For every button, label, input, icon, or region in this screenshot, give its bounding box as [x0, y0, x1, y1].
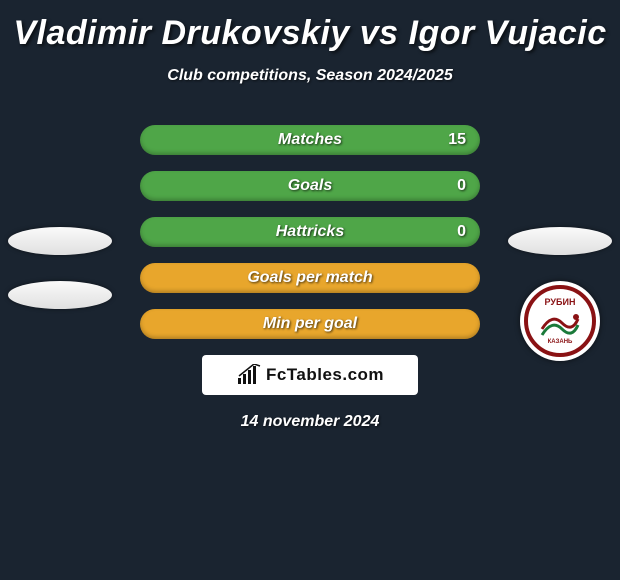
date-text: 14 november 2024	[0, 395, 620, 431]
player-left-club-avatar	[8, 281, 112, 309]
stat-bar-matches: Matches 15	[140, 125, 480, 155]
stat-bar-goals-per-match: Goals per match	[140, 263, 480, 293]
player-left-avatar	[8, 227, 112, 255]
stat-label: Matches	[278, 131, 342, 148]
branding-badge: FcTables.com	[202, 355, 418, 395]
player-right-club-badge: РУБИН КАЗАНЬ	[520, 281, 600, 361]
stat-value: 15	[448, 125, 466, 155]
stat-label: Min per goal	[263, 315, 357, 332]
stat-bars: Matches 15 Goals 0 Hattricks 0 Goals per…	[140, 103, 480, 339]
branding-text: FcTables.com	[266, 365, 384, 385]
club-badge-inner: РУБИН КАЗАНЬ	[524, 285, 596, 357]
stat-label: Goals per match	[247, 269, 372, 286]
page-subtitle: Club competitions, Season 2024/2025	[0, 59, 620, 103]
page-title: Vladimir Drukovskiy vs Igor Vujacic	[0, 0, 620, 59]
stat-bar-goals: Goals 0	[140, 171, 480, 201]
club-name-line1: РУБИН	[545, 298, 576, 307]
stat-label: Goals	[288, 177, 332, 194]
stat-value: 0	[457, 171, 466, 201]
stat-bar-hattricks: Hattricks 0	[140, 217, 480, 247]
stat-label: Hattricks	[276, 223, 344, 240]
content-area: РУБИН КАЗАНЬ Matches 15 Goals 0 Hattrick…	[0, 103, 620, 431]
player-right-avatar	[508, 227, 612, 255]
club-name-line2: КАЗАНЬ	[548, 339, 573, 345]
club-wave-icon	[538, 309, 582, 339]
branding-logo-icon	[236, 364, 262, 386]
stat-bar-min-per-goal: Min per goal	[140, 309, 480, 339]
stat-value: 0	[457, 217, 466, 247]
